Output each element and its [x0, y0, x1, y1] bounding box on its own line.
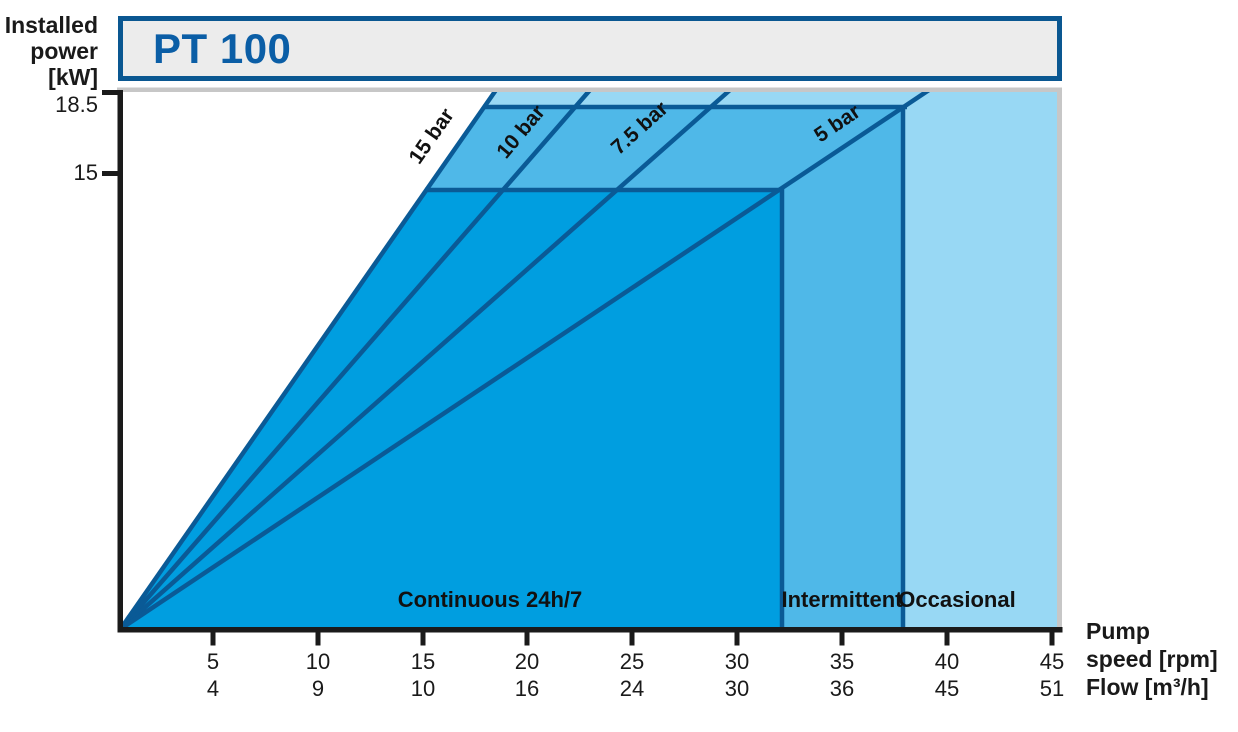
model-title-box: PT 100	[118, 16, 1062, 81]
x-tick-label-flow: 4	[206, 676, 220, 701]
x-tick-label-rpm: 25	[619, 649, 645, 674]
pressure-line-5bar	[119, 88, 931, 631]
x-tick-label-rpm: 5	[206, 649, 220, 674]
frame-top-grey	[117, 87, 1062, 92]
x-tick-15	[420, 632, 426, 646]
frame-right-grey	[1057, 87, 1062, 633]
y-axis-caption-line: power	[30, 38, 98, 64]
x-axis-caption-line: Pump	[1086, 618, 1150, 644]
pressure-line-15bar	[118, 88, 498, 631]
y-tick-18-5	[102, 90, 118, 95]
x-tick-label-flow: 36	[829, 676, 855, 701]
x-tick-label-flow: 30	[724, 676, 750, 701]
x-tick-label-flow: 45	[934, 676, 960, 701]
x-axis-caption-line: speed [rpm]	[1086, 646, 1218, 672]
region-occasional-fill	[485, 92, 1057, 630]
x-tick-45	[1049, 632, 1055, 646]
x-tick-40	[944, 632, 950, 646]
y-axis-line	[117, 90, 123, 632]
x-tick-35	[839, 632, 845, 646]
y-tick-15	[102, 171, 118, 176]
region-label-intermittent: Intermittent	[782, 587, 904, 612]
x-tick-25	[629, 632, 635, 646]
x-axis-line	[117, 627, 1063, 633]
x-tick-label-rpm: 40	[934, 649, 960, 674]
model-title: PT 100	[153, 25, 292, 72]
x-tick-20	[524, 632, 530, 646]
x-tick-label-rpm: 15	[410, 649, 436, 674]
region-label-continuous: Continuous 24h/7	[398, 587, 583, 612]
y-tick-label-18-5: 18.5	[55, 92, 98, 117]
x-tick-label-flow: 16	[514, 676, 540, 701]
y-tick-label-15: 15	[73, 160, 98, 185]
region-intermittent-fill	[427, 107, 905, 630]
y-axis-caption-line: [kW]	[48, 64, 98, 90]
x-tick-label-rpm: 35	[829, 649, 855, 674]
x-tick-30	[734, 632, 740, 646]
x-tick-label-flow: 10	[410, 676, 436, 701]
x-axis-caption-line: Flow [m³/h]	[1086, 674, 1209, 700]
x-axis-caption: Pump speed [rpm] Flow [m³/h]	[1086, 617, 1218, 701]
x-tick-label-flow: 9	[311, 676, 325, 701]
x-tick-label-rpm: 45	[1039, 649, 1065, 674]
x-tick-5	[210, 632, 216, 646]
y-axis-caption: Installed power [kW]	[0, 12, 98, 90]
x-tick-label-flow: 24	[619, 676, 645, 701]
x-tick-10	[315, 632, 321, 646]
x-tick-label-rpm: 20	[514, 649, 540, 674]
x-tick-label-rpm: 10	[305, 649, 331, 674]
region-label-occasional: Occasional	[898, 587, 1015, 612]
y-axis-caption-line: Installed	[4, 12, 98, 38]
x-tick-label-flow: 51	[1039, 676, 1065, 701]
x-tick-label-rpm: 30	[724, 649, 750, 674]
pressure-line-10bar	[118, 88, 592, 631]
pressure-line-7-5bar	[119, 88, 732, 631]
